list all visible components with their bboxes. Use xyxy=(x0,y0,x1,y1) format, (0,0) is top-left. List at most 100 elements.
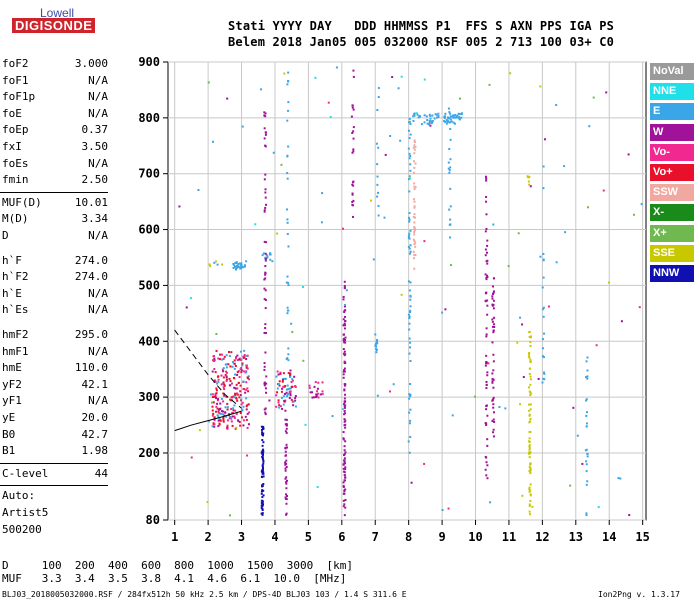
echo-point xyxy=(407,280,410,283)
echo-point xyxy=(449,112,452,115)
echo-point xyxy=(217,375,220,378)
echo-point xyxy=(221,413,224,416)
echo-point xyxy=(222,357,225,360)
echo-point xyxy=(287,353,290,356)
echo-point xyxy=(260,88,263,91)
echo-point xyxy=(449,236,452,239)
echo-point xyxy=(377,191,380,194)
echo-point xyxy=(236,371,239,374)
echo-point xyxy=(375,348,378,351)
echo-point xyxy=(286,357,289,360)
legend-item-e: E xyxy=(650,103,694,121)
echo-point xyxy=(408,315,411,318)
param-label: B0 xyxy=(2,427,16,441)
param-value: N/A xyxy=(88,73,108,87)
echo-point xyxy=(208,263,211,266)
echo-point xyxy=(209,265,212,268)
echo-point xyxy=(279,371,282,374)
echo-point xyxy=(412,146,415,149)
echo-point xyxy=(265,382,268,385)
echo-point xyxy=(245,405,248,408)
echo-point xyxy=(486,239,489,242)
echo-point xyxy=(413,182,416,185)
echo-point xyxy=(285,495,288,498)
echo-point xyxy=(317,381,320,384)
echo-point xyxy=(241,401,244,404)
echo-point xyxy=(529,392,532,395)
echo-point xyxy=(529,499,532,502)
echo-point xyxy=(451,414,454,417)
echo-point xyxy=(245,358,248,361)
echo-point xyxy=(529,335,532,338)
echo-point xyxy=(492,403,495,406)
echo-point xyxy=(443,117,446,120)
echo-point xyxy=(413,239,416,242)
echo-point xyxy=(377,204,380,207)
echo-point xyxy=(486,304,489,307)
echo-point xyxy=(413,112,416,115)
echo-point xyxy=(529,378,532,381)
echo-point xyxy=(509,72,512,75)
echo-point xyxy=(586,206,589,209)
param-row: hmF2 295.0 xyxy=(2,328,108,341)
echo-point xyxy=(492,299,495,302)
echo-point xyxy=(234,392,237,395)
footer-version: Ion2Png v. 1.3.17 xyxy=(598,590,680,599)
echo-point xyxy=(214,395,217,398)
echo-point xyxy=(581,462,584,465)
echo-point xyxy=(226,426,229,429)
echo-point xyxy=(413,216,416,219)
echo-point xyxy=(234,262,237,265)
echo-point xyxy=(343,370,346,373)
echo-point xyxy=(225,370,228,373)
echo-point xyxy=(588,125,591,128)
echo-point xyxy=(264,173,267,176)
echo-point xyxy=(413,257,416,260)
echo-point xyxy=(528,183,531,186)
echo-point xyxy=(342,318,345,321)
echo-point xyxy=(413,188,416,191)
echo-point xyxy=(528,390,531,393)
param-label: foE xyxy=(2,106,22,120)
echo-point xyxy=(377,86,380,89)
echo-point xyxy=(279,372,282,375)
echo-point xyxy=(437,116,440,119)
echo-point xyxy=(262,475,265,478)
echo-point xyxy=(263,137,266,140)
echo-point xyxy=(528,413,531,416)
echo-point xyxy=(344,320,347,323)
echo-point xyxy=(473,395,476,398)
echo-point xyxy=(529,452,532,455)
echo-point xyxy=(487,362,490,365)
echo-point xyxy=(236,264,239,267)
echo-point xyxy=(264,411,267,414)
echo-point xyxy=(344,498,347,501)
echo-point xyxy=(529,344,532,347)
echo-point xyxy=(372,258,375,261)
echo-point xyxy=(595,344,598,347)
echo-point xyxy=(311,391,314,394)
echo-point xyxy=(408,137,411,140)
echo-point xyxy=(286,309,289,312)
echo-point xyxy=(211,414,214,417)
echo-point xyxy=(409,383,412,386)
echo-point xyxy=(492,396,495,399)
echo-point xyxy=(426,122,429,125)
echo-point xyxy=(586,377,589,380)
echo-point xyxy=(234,396,237,399)
echo-point xyxy=(246,376,249,379)
echo-point xyxy=(529,375,532,378)
echo-point xyxy=(284,496,287,499)
echo-point xyxy=(287,284,290,287)
echo-point xyxy=(230,420,233,423)
legend-item-nne: NNE xyxy=(650,83,694,101)
echo-point xyxy=(486,438,489,441)
echo-point xyxy=(486,259,489,262)
echo-point xyxy=(528,335,531,338)
echo-point xyxy=(519,316,522,319)
echo-point xyxy=(528,469,531,472)
echo-point xyxy=(225,415,228,418)
echo-point xyxy=(413,166,416,169)
echo-point xyxy=(586,455,589,458)
echo-point xyxy=(484,468,487,471)
